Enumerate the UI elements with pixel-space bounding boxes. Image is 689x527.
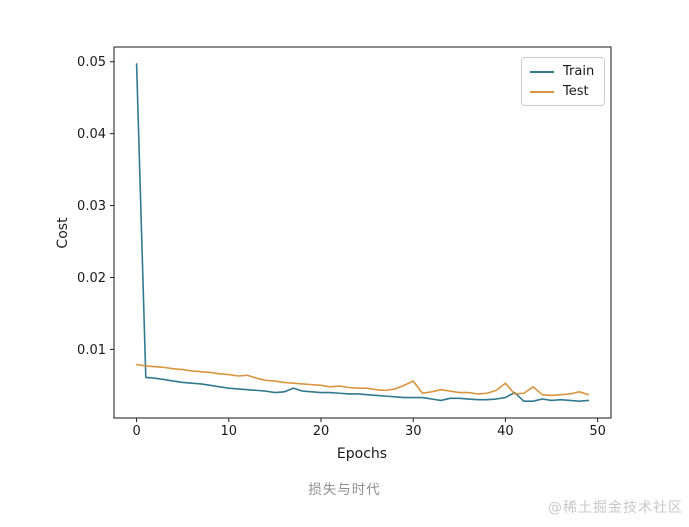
test-line-swatch [530,90,554,93]
plot-border [113,46,612,419]
legend: Train Test [521,57,606,106]
series-line-train [135,63,590,402]
x-tick-label: 30 [405,424,422,439]
x-tick-label: 20 [313,424,330,439]
y-tick-label: 0.04 [77,127,106,142]
y-tick-label: 0.01 [77,343,106,358]
legend-label-train: Train [563,64,595,79]
y-tick-label: 0.03 [77,199,106,214]
x-tick-label: 50 [589,424,606,439]
series-line-test [135,363,590,397]
train-line-swatch [530,70,554,73]
y-axis-label: Cost [55,217,71,249]
x-tick-label: 0 [132,424,140,439]
chart-caption: 损失与时代 [308,482,381,498]
legend-label-test: Test [563,84,589,99]
legend-item-test: Test [530,83,594,100]
legend-item-train: Train [530,63,594,80]
y-tick-label: 0.02 [77,271,106,286]
x-tick-label: 40 [497,424,514,439]
x-axis-label: Epochs [336,446,388,462]
watermark: @稀土掘金技术社区 [548,500,683,516]
y-tick-label: 0.05 [77,55,106,70]
x-tick-label: 10 [221,424,238,439]
